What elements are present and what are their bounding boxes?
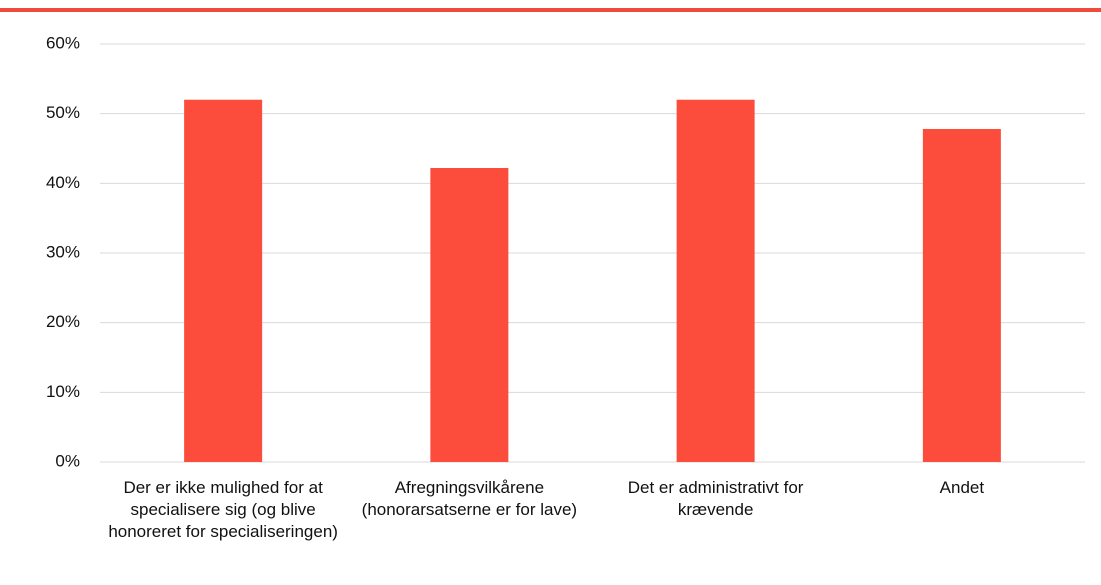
bar bbox=[922, 128, 1001, 462]
y-tick-label: 10% bbox=[46, 382, 80, 401]
bar bbox=[430, 168, 509, 463]
x-tick-label-box: Der er ikke mulighed for at specialisere… bbox=[108, 478, 338, 541]
y-tick-label: 20% bbox=[46, 312, 80, 331]
x-tick-label: Andet bbox=[939, 478, 985, 497]
y-tick-label: 50% bbox=[46, 103, 80, 122]
x-tick-label: Der er ikke mulighed for at specialisere… bbox=[108, 478, 338, 541]
x-tick-label-box: Andet bbox=[939, 478, 985, 497]
x-tick-label-box: Det er administrativt for krævende bbox=[627, 478, 804, 519]
y-tick-label: 40% bbox=[46, 173, 80, 192]
top-rule bbox=[0, 8, 1101, 12]
y-tick-label: 60% bbox=[46, 33, 80, 52]
x-tick-label-box: Afregningsvilkårene (honorarsatserne er … bbox=[361, 478, 578, 519]
x-tick-label: Det er administrativt for krævende bbox=[627, 478, 804, 519]
x-tick-label: Afregningsvilkårene (honorarsatserne er … bbox=[361, 478, 578, 519]
y-tick-label: 30% bbox=[46, 242, 80, 261]
y-tick-label: 0% bbox=[55, 451, 80, 470]
bar bbox=[184, 99, 263, 462]
bar bbox=[676, 99, 755, 462]
